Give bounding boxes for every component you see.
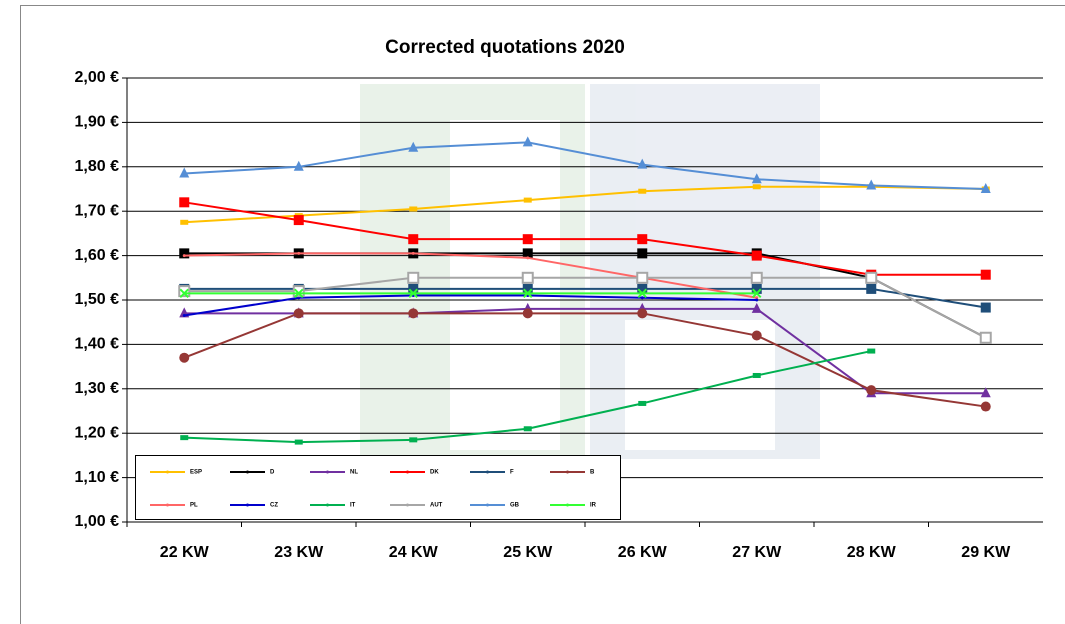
marker xyxy=(326,504,329,507)
marker xyxy=(753,184,761,189)
marker xyxy=(409,437,417,442)
marker xyxy=(523,234,533,244)
y-tick-label: 1,30 € xyxy=(75,380,120,397)
legend-label: IT xyxy=(350,503,356,509)
marker xyxy=(486,504,489,507)
chart-title: Corrected quotations 2020 xyxy=(385,37,625,58)
y-tick-label: 1,60 € xyxy=(75,247,120,264)
marker xyxy=(638,189,646,194)
chart: Corrected quotations 2020 1,00 € 1,10 € 1,… xyxy=(0,0,1065,624)
legend-label: B xyxy=(590,470,595,476)
y-tick-label: 1,10 € xyxy=(75,469,120,486)
marker xyxy=(867,349,875,354)
x-tick-label: 29 KW xyxy=(961,544,1011,561)
marker xyxy=(406,471,409,474)
y-tick-label: 1,00 € xyxy=(75,513,120,530)
x-tick-label: 25 KW xyxy=(503,544,553,561)
marker xyxy=(408,308,418,318)
legend-label: ESP xyxy=(190,470,202,476)
x-tick-label: 23 KW xyxy=(274,544,324,561)
marker xyxy=(294,215,304,225)
marker xyxy=(524,426,532,431)
legend-box xyxy=(136,456,621,520)
marker xyxy=(752,273,762,283)
y-tick-label: 1,40 € xyxy=(75,336,120,353)
marker xyxy=(866,385,876,395)
marker xyxy=(179,197,189,207)
watermark xyxy=(360,84,820,459)
marker xyxy=(406,504,409,507)
x-tick-label: 22 KW xyxy=(160,544,210,561)
legend-label: IR xyxy=(590,503,597,509)
marker xyxy=(637,234,647,244)
marker xyxy=(486,471,489,474)
marker xyxy=(753,373,761,378)
marker xyxy=(294,308,304,318)
y-tick-label: 1,80 € xyxy=(75,158,120,175)
marker xyxy=(183,254,186,257)
marker xyxy=(183,314,186,317)
marker xyxy=(246,504,249,507)
marker xyxy=(752,331,762,341)
x-tick-label: 27 KW xyxy=(732,544,782,561)
marker xyxy=(326,471,329,474)
marker xyxy=(981,303,991,313)
marker xyxy=(166,504,169,507)
legend-label: GB xyxy=(510,503,520,509)
marker xyxy=(408,273,418,283)
marker xyxy=(641,296,644,299)
x-tick-label: 28 KW xyxy=(847,544,897,561)
marker xyxy=(638,401,646,406)
marker xyxy=(180,220,188,225)
legend-label: AUT xyxy=(430,503,443,509)
marker xyxy=(637,273,647,283)
marker xyxy=(526,256,529,259)
legend-label: CZ xyxy=(270,503,278,509)
x-tick-label: 24 KW xyxy=(389,544,439,561)
marker xyxy=(755,299,758,302)
marker xyxy=(524,198,532,203)
marker xyxy=(297,252,300,255)
x-tick-label: 26 KW xyxy=(618,544,668,561)
page: {"chart_data": {"type": "line", "title":… xyxy=(0,0,1065,624)
marker xyxy=(523,273,533,283)
marker xyxy=(866,273,876,283)
marker xyxy=(523,308,533,318)
marker xyxy=(981,333,991,343)
marker xyxy=(981,270,991,280)
marker xyxy=(409,206,417,211)
y-tick-label: 1,70 € xyxy=(75,202,120,219)
legend-label: PL xyxy=(190,503,198,509)
legend-label: F xyxy=(510,470,514,476)
marker xyxy=(246,471,249,474)
marker xyxy=(637,308,647,318)
legend-label: NL xyxy=(350,470,358,476)
marker xyxy=(166,471,169,474)
marker xyxy=(752,251,762,261)
marker xyxy=(295,440,303,445)
marker xyxy=(637,248,647,258)
marker xyxy=(566,504,569,507)
marker xyxy=(981,402,991,412)
marker xyxy=(866,284,876,294)
y-tick-label: 1,20 € xyxy=(75,424,120,441)
marker xyxy=(408,234,418,244)
y-tick-label: 1,50 € xyxy=(75,291,120,308)
marker xyxy=(179,353,189,363)
legend-label: D xyxy=(270,470,275,476)
legend-label: DK xyxy=(430,470,439,476)
y-tick-label: 1,90 € xyxy=(75,114,120,131)
y-tick-label: 2,00 € xyxy=(75,69,120,86)
marker xyxy=(566,471,569,474)
marker xyxy=(412,252,415,255)
marker xyxy=(180,435,188,440)
